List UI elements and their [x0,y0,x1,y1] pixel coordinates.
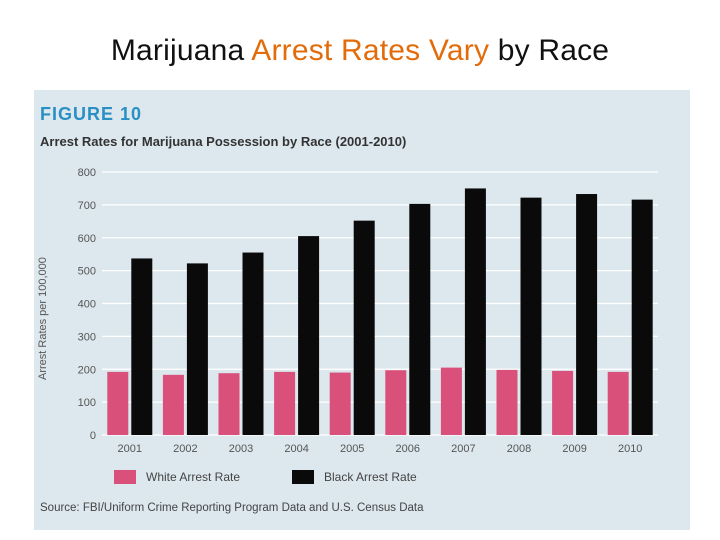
slide-title-accent: Arrest Rates Vary [251,34,490,67]
y-tick-label: 0 [90,430,96,442]
bar-white-2009 [552,370,574,435]
slide-title-part1: Marijuana [110,34,252,67]
x-tick-label: 2006 [396,443,420,455]
bar-white-2002 [162,374,184,435]
x-tick-label: 2004 [284,443,308,455]
bar-black-2005 [353,220,375,435]
legend-swatch [114,470,136,484]
bar-white-2005 [329,372,351,435]
slide-title: Marijuana Arrest Rates Vary by Race [0,34,720,68]
legend-label: Black Arrest Rate [324,470,417,484]
y-tick-label: 200 [78,364,96,376]
x-tick-label: 2002 [173,443,197,455]
legend-label: White Arrest Rate [146,470,241,484]
y-tick-label: 800 [78,167,96,179]
y-tick-label: 600 [78,233,96,245]
bar-white-2003 [218,373,240,435]
y-tick-label: 500 [78,266,96,278]
figure-label: FIGURE 10 [40,104,143,124]
bar-black-2001 [131,258,153,435]
y-tick-label: 100 [78,397,96,409]
legend-swatch [292,470,314,484]
slide-title-part2: by Race [489,34,610,67]
bar-black-2008 [520,197,542,435]
x-tick-label: 2010 [618,443,642,455]
x-tick-label: 2007 [451,443,475,455]
bar-black-2006 [409,203,431,435]
bar-white-2006 [385,370,407,435]
source-note: Source: FBI/Uniform Crime Reporting Prog… [40,502,424,514]
bar-black-2002 [186,263,208,435]
bar-black-2010 [631,199,653,435]
bar-white-2010 [607,371,629,435]
x-tick-label: 2001 [118,443,142,455]
bar-black-2007 [464,188,486,435]
legend-item-white: White Arrest Rate [114,470,240,484]
chart-title: Arrest Rates for Marijuana Possession by… [40,134,407,149]
y-tick-label: 700 [78,200,96,212]
bar-black-2004 [298,236,320,435]
bar-white-2001 [107,371,129,435]
y-tick-label: 400 [78,299,96,311]
x-tick-label: 2005 [340,443,364,455]
bar-white-2004 [274,371,296,435]
bar-chart: 0 100 200 300 400 500 600 700 800 2001 2002 2003 200… [78,167,658,455]
figure-panel: FIGURE 10 Arrest Rates for Marijuana Pos… [34,90,690,530]
x-tick-label: 2008 [507,443,531,455]
y-tick-label: 300 [78,331,96,343]
bar-black-2009 [576,194,598,435]
bar-black-2003 [242,252,264,435]
legend-item-black: Black Arrest Rate [292,470,417,484]
bar-white-2007 [440,367,462,435]
x-tick-label: 2003 [229,443,253,455]
bar-white-2008 [496,369,518,435]
x-tick-label: 2009 [562,443,586,455]
